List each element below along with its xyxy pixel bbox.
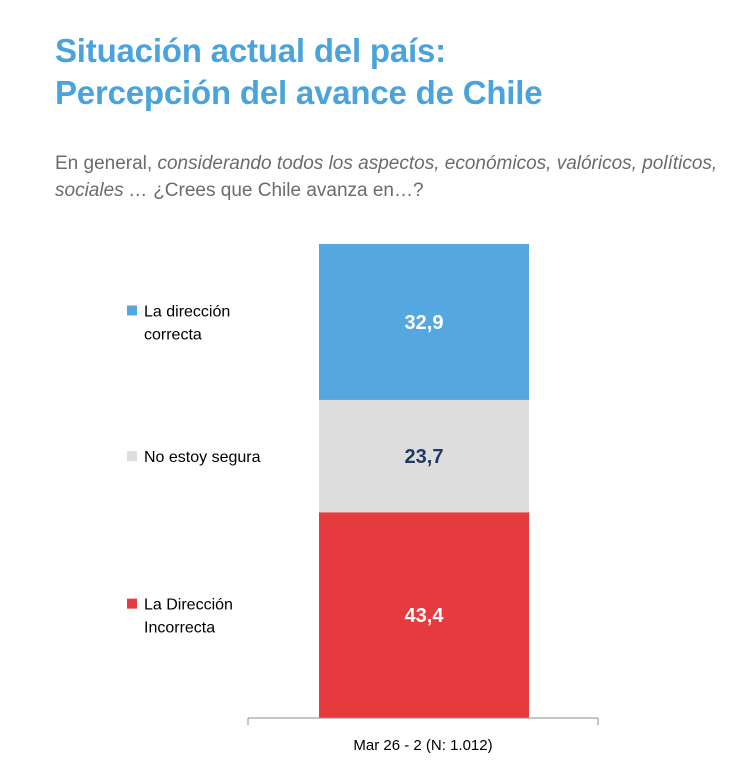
- title-line-2: Percepción del avance de Chile: [55, 74, 543, 111]
- question-plain-end: ¿Crees que Chile avanza en…?: [147, 180, 424, 201]
- legend-marker-no-estoy-segura: [127, 451, 137, 462]
- data-label-no-estoy-segura: 23,7: [405, 446, 444, 468]
- legend-label-la-dirección-incorrecta: La Dirección Incorrecta: [144, 597, 233, 637]
- bar-segment-no-estoy-segura: [319, 399, 529, 513]
- bar-segment-la-dirección-correcta: [319, 244, 529, 400]
- chart-title: Situación actual del país: Percepción de…: [55, 30, 543, 114]
- bar-segment-la-dirección-incorrecta: [319, 512, 529, 718]
- question-italic: considerando todos los aspectos, económi…: [55, 153, 718, 201]
- legend-marker-la-dirección-correcta: [127, 305, 137, 316]
- data-label-la-dirección-incorrecta: 43,4: [405, 605, 445, 627]
- x-axis-category-label: Mar 26 - 2 (N: 1.012): [353, 737, 492, 754]
- data-label-la-dirección-correcta: 32,9: [405, 312, 444, 334]
- title-line-1: Situación actual del país:: [55, 32, 446, 69]
- question-text: En general, considerando todos los aspec…: [55, 150, 735, 204]
- question-plain-start: En general,: [55, 153, 158, 174]
- legend-label-no-estoy-segura: No estoy segura: [144, 449, 261, 466]
- legend-marker-la-dirección-incorrecta: [127, 598, 137, 609]
- legend-label-la-dirección-correcta: La dirección correcta: [144, 303, 230, 343]
